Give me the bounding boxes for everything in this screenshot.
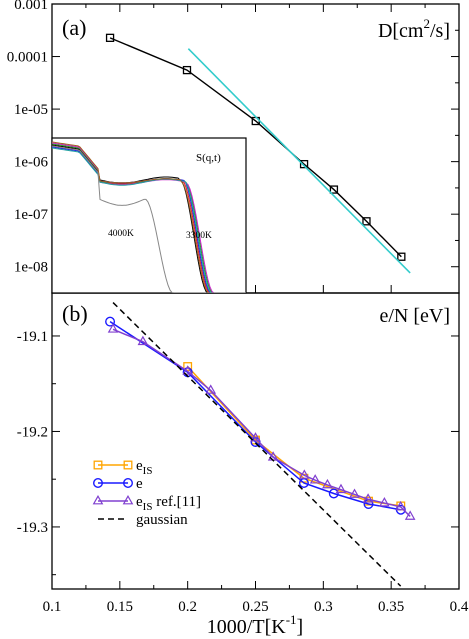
legend-marker	[122, 478, 133, 489]
inset-curve	[52, 147, 246, 293]
series-a-line-1	[187, 48, 411, 274]
series-a-line-0	[109, 37, 402, 258]
panel-b-ylabel: e/N [eV]	[379, 305, 450, 327]
series-a-marker	[329, 185, 339, 194]
series-b-marker	[309, 474, 321, 484]
legend-label: gaussian	[136, 512, 188, 528]
inset: S(q,t) 4000K 3300K	[51, 137, 247, 294]
series-b-marker	[205, 384, 217, 394]
y-tick-label-b: -19.1	[17, 329, 48, 345]
inset-title: S(q,t)	[196, 152, 221, 164]
series-b-marker	[379, 497, 390, 507]
series-a-marker	[182, 65, 192, 75]
series-b-line-3	[112, 302, 402, 587]
inset-frame	[51, 137, 247, 294]
y-tick-label-b: -19.2	[17, 424, 48, 440]
series-b-marker	[362, 493, 374, 503]
legend-marker	[122, 494, 134, 505]
series-b-line-1	[109, 321, 401, 511]
series-b-marker	[328, 488, 339, 499]
inset-curves	[52, 141, 246, 293]
inset-label-3300k: 3300K	[186, 231, 212, 241]
legend-marker	[93, 460, 103, 470]
series-b-marker	[299, 469, 310, 479]
panel-a-ylabel: D[cm2/s]	[378, 16, 450, 42]
x-axis-title: 1000/T[K-1]	[207, 612, 303, 638]
series-b-line-0	[187, 366, 401, 507]
x-tick-label: 0.25	[242, 599, 268, 615]
panel-a-plot	[105, 33, 411, 274]
legend-label: e	[136, 476, 143, 492]
y-tick-label-a: 1e-05	[14, 102, 48, 118]
series-b-marker	[404, 510, 416, 520]
series-a-marker	[362, 217, 371, 226]
x-tick-label: 0.15	[107, 599, 133, 615]
legend-marker	[92, 478, 103, 489]
series-a-marker	[299, 159, 309, 169]
x-tick-label: 0.2	[178, 599, 197, 615]
y-tick-label-a: 1e-06	[14, 155, 49, 171]
x-tick-label: 0.1	[43, 599, 62, 615]
series-b-marker	[349, 488, 360, 498]
x-tick-label: 0.3	[314, 599, 333, 615]
legend-label: eIS	[136, 458, 152, 477]
x-tick-label: 0.4	[450, 599, 469, 615]
panel-b-plot	[105, 302, 416, 587]
x-tick-label: 0.35	[378, 599, 404, 615]
panel-b-axes: 0.1 0.15 0.2 0.25 0.3 0.35 0.4 -19.1 -19.2 -19.3	[17, 329, 469, 615]
y-tick-label-a: 0.0001	[7, 50, 48, 66]
series-a-marker	[105, 33, 115, 42]
series-b-marker	[107, 323, 119, 333]
series-a-marker	[397, 252, 406, 261]
series-b-marker	[395, 500, 406, 511]
inset-curve	[52, 144, 246, 293]
series-b-marker	[137, 335, 149, 346]
panel-b-label: (b)	[62, 301, 88, 326]
series-b-marker	[322, 478, 333, 489]
series-b-marker	[182, 365, 193, 375]
y-tick-label-a: 1e-07	[14, 207, 49, 223]
inset-curve	[52, 145, 246, 293]
inset-label-4000k: 4000K	[108, 229, 134, 239]
inset-curve	[52, 141, 246, 293]
y-tick-label-b: -19.3	[17, 520, 48, 536]
series-b-marker	[183, 362, 193, 371]
y-tick-label-a: 1e-08	[14, 260, 48, 276]
legend-marker	[123, 460, 133, 470]
y-tick-label-a: 0.001	[14, 0, 48, 13]
series-b-marker	[105, 316, 116, 327]
series-b-marker	[250, 432, 261, 442]
series-b-marker	[335, 483, 347, 494]
series-b-line-2	[112, 328, 411, 517]
legend-marker	[92, 494, 104, 505]
legend-label: eIS ref.[11]	[136, 494, 201, 513]
panel-a-label: (a)	[62, 15, 86, 40]
